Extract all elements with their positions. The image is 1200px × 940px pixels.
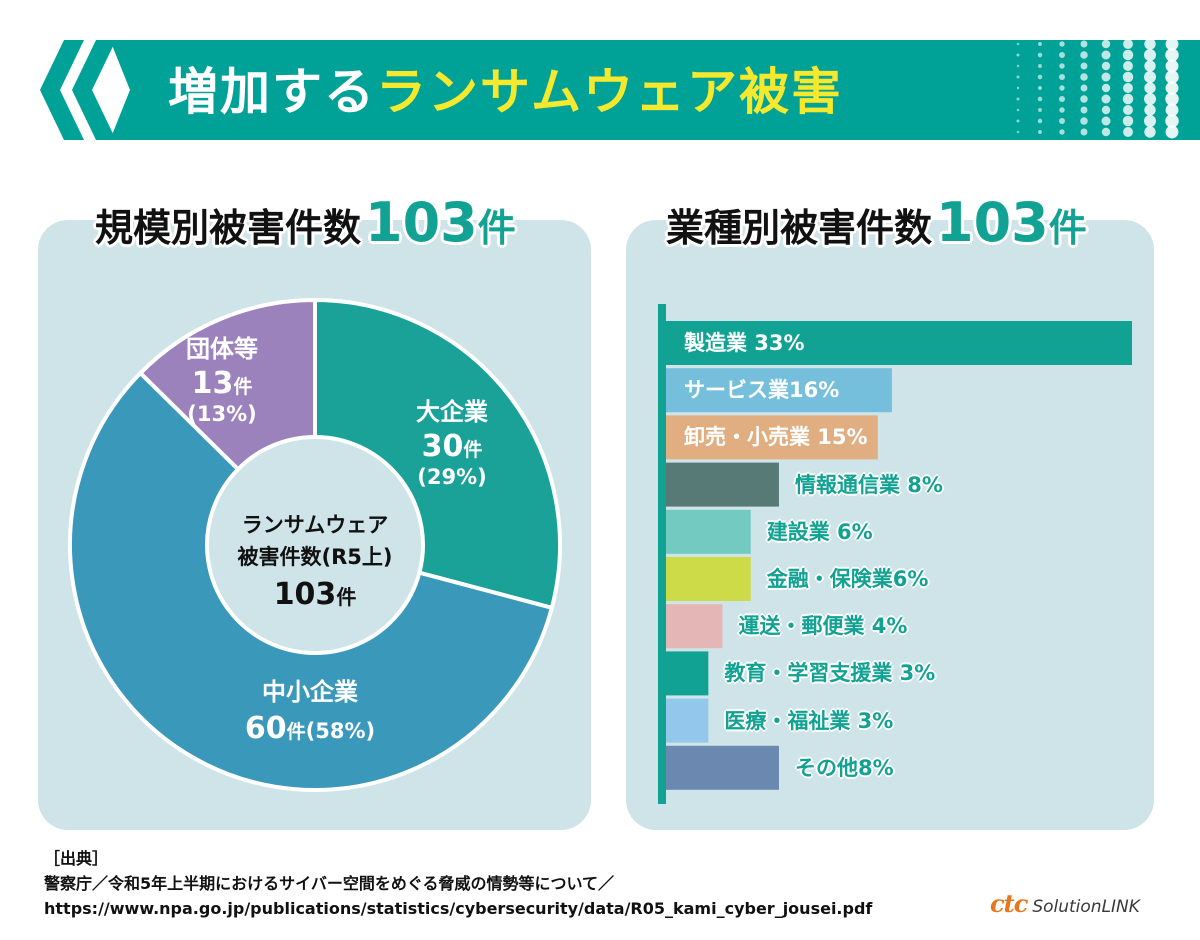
bar-label-6: 運送・郵便業 4%: [738, 614, 908, 639]
halftone-dots-icon: [1016, 37, 1179, 139]
bar-label-9: その他8%: [794, 755, 894, 780]
logo-brand: ctc: [990, 889, 1028, 918]
bar-label-4: 建設業 6%: [766, 519, 873, 544]
banner-title: 増加するランサムウェア被害: [168, 52, 843, 132]
banner-chevrons-icon: [40, 40, 116, 140]
bar-label-5: 金融・保険業6%: [766, 567, 929, 591]
industry-chart-title: 業種別被害件数103件: [666, 191, 1087, 254]
source-line-1: 警察庁／令和5年上半期におけるサイバー空間をめぐる脅威の情勢等について／: [44, 874, 615, 893]
bar-label-3: 情報通信業 8%: [794, 472, 943, 497]
banner-title-white: 増加する: [168, 63, 376, 121]
bar-label-0: 製造業 33%: [684, 331, 805, 355]
bar-label-1: サービス業16%: [684, 378, 840, 403]
size-chart-panel: [38, 220, 591, 830]
source-heading: ［出典］: [44, 849, 109, 868]
source-note: ［出典］ 警察庁／令和5年上半期におけるサイバー空間をめぐる脅威の情勢等について…: [44, 846, 964, 921]
size-chart-title: 規模別被害件数103件: [95, 191, 516, 254]
bar-label-8: 医療・福祉業 3%: [724, 708, 894, 733]
logo-product: SolutionLINK: [1032, 897, 1140, 917]
ctc-solutionlink-logo: ctc SolutionLINK: [990, 888, 1140, 920]
bar-label-2: 卸売・小売業 15%: [684, 425, 868, 450]
bar-label-7: 教育・学習支援業 3%: [724, 661, 936, 686]
source-url: https://www.npa.go.jp/publications/stati…: [44, 899, 873, 918]
header-banner: [40, 37, 1200, 140]
banner-title-yellow: ランサムウェア被害: [376, 63, 843, 121]
